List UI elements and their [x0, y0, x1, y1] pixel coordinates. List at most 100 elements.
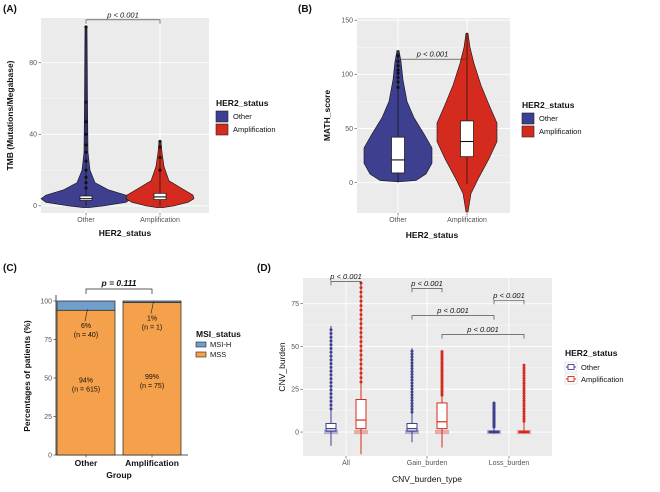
panel-b-outlier: [396, 64, 400, 68]
panel-d-outlier: [359, 340, 363, 344]
panel-d-outlier: [329, 396, 333, 400]
panel-d-outlier: [410, 355, 414, 359]
panel-d-outlier: [522, 368, 526, 372]
panel-d-outlier: [522, 417, 526, 421]
panel-d-outlier: [359, 295, 363, 299]
panel-d-box: [355, 399, 367, 430]
panel-d-outlier: [410, 399, 414, 403]
panel-d-outlier: [522, 391, 526, 395]
panel-a-legend-key: [215, 123, 229, 136]
panel-b-outlier: [396, 80, 400, 84]
panel-a-outlier: [158, 145, 162, 149]
panel-a-legend-title: HER2_status: [216, 98, 269, 108]
panel-a-x-tick-label: Amplification: [140, 217, 180, 224]
panel-d-outlier: [440, 350, 444, 354]
panel-a-outlier: [84, 180, 88, 185]
panel-d-y-axis-title: CNV_burden: [277, 342, 287, 391]
panel-b-box: [391, 136, 405, 174]
panel-c-legend-label: MSI-H: [210, 340, 231, 349]
panel-d-outlier: [329, 392, 333, 396]
panel-d-box: [436, 402, 448, 430]
panel-d-outlier: [359, 371, 363, 375]
panel-d-y-tick-label: 25: [291, 387, 299, 394]
panel-d-outlier: [329, 339, 333, 343]
panel-d-outlier: [410, 387, 414, 391]
panel-d-outlier: [359, 353, 363, 357]
panel-d-legend-label: Amplification: [581, 375, 624, 384]
panel-d-outlier: [410, 358, 414, 362]
panel-d-outlier: [522, 409, 526, 413]
panel-b-p-value: p < 0.001: [416, 50, 449, 59]
panel-d-outlier: [522, 394, 526, 398]
panel-b-outlier: [396, 54, 400, 58]
panel-d-outlier: [329, 407, 333, 411]
panel-d-outlier: [522, 363, 526, 367]
panel-c-y-tick-label: 75: [44, 337, 52, 344]
panel-a-outlier: [84, 150, 88, 154]
panel-c-bar-label: 99%: [145, 374, 159, 381]
panel-a-y-tick-label: 40: [29, 132, 37, 139]
panel-d-outlier: [522, 412, 526, 416]
panel-d-outlier: [410, 393, 414, 397]
panel-d-density-band: [435, 429, 449, 435]
panel-d-outlier: [329, 380, 333, 384]
panel-d-outlier: [329, 358, 333, 362]
panel-d-x-axis-title: CNV_burden_type: [392, 474, 462, 484]
panel-d-outlier: [522, 389, 526, 393]
panel-b-outlier: [396, 71, 400, 75]
panel-c-x-axis-title: Group: [106, 470, 132, 480]
panel-d-outlier: [329, 354, 333, 358]
panel-d-p-value: p < 0.001: [436, 306, 469, 315]
panel-a-x-axis-title: HER2_status: [99, 228, 152, 238]
panel-d-outlier: [329, 362, 333, 366]
panel-a-legend-label: Other: [233, 112, 252, 121]
panel-b-outlier: [396, 75, 400, 80]
panel-d-outlier: [410, 384, 414, 388]
panel-a-outlier: [84, 25, 88, 29]
panel-c-y-tick-label: 25: [44, 414, 52, 421]
panel-c-bar-label: (n = 40): [74, 332, 98, 339]
panel-d-y-tick-label: 50: [291, 344, 299, 351]
panel-d-outlier: [329, 347, 333, 351]
panel-d-outlier: [410, 396, 414, 400]
panel-d-legend-key-box: [567, 376, 575, 382]
panel-a-outlier: [158, 139, 162, 144]
panel-d-p-value: p < 0.001: [410, 279, 443, 288]
panel-d-x-tick-label: Loss_burden: [489, 460, 530, 467]
panel-a-legend-key: [215, 110, 229, 123]
panel-d-density-band: [324, 429, 338, 435]
panel-c-bar-label: 6%: [81, 323, 91, 330]
panel-a-outlier: [84, 159, 88, 163]
panel-d-outlier: [359, 286, 363, 290]
panel-d-outlier: [410, 372, 414, 376]
panel-c-y-tick-label: 0: [48, 452, 52, 459]
panel-b-label: (B): [298, 4, 312, 15]
panel-d-outlier: [329, 377, 333, 381]
panel-c-legend-title: MSI_status: [196, 329, 241, 339]
panel-d-p-bracket: [441, 334, 525, 339]
panel-c-bar-label: (n = 615): [72, 387, 100, 394]
panel-c-p-value: p = 0.111: [101, 278, 137, 288]
panel-c-x-tick-label: Other: [75, 458, 98, 468]
panel-d-outlier: [410, 407, 414, 411]
panel-d-outlier: [410, 404, 414, 408]
panel-a-y-axis-title: TMB (Mutations/Megabase): [5, 60, 15, 170]
panel-d-outlier: [522, 404, 526, 408]
panel-a-label: (A): [3, 4, 17, 15]
panel-b-x-tick-label: Other: [389, 217, 407, 224]
panel-d-outlier: [359, 304, 363, 308]
panel-b-legend-label: Other: [539, 114, 558, 123]
panel-d-box: [325, 422, 337, 432]
panel-d-outlier: [359, 349, 363, 353]
panel-b-legend-label: Amplification: [539, 127, 582, 136]
panel-d-y-tick-label: 75: [291, 301, 299, 308]
panel-b-legend-key: [521, 112, 535, 125]
panel-d-box: [406, 422, 418, 432]
panel-b-box: [460, 120, 474, 158]
panel-b-y-tick-label: 150: [341, 18, 353, 25]
panel-d-outlier: [359, 362, 363, 366]
panel-b-p-bracket: [397, 58, 468, 64]
panel-d-outlier: [410, 349, 414, 353]
panel-d-outlier: [359, 299, 363, 303]
panel-d-outlier: [329, 388, 333, 392]
